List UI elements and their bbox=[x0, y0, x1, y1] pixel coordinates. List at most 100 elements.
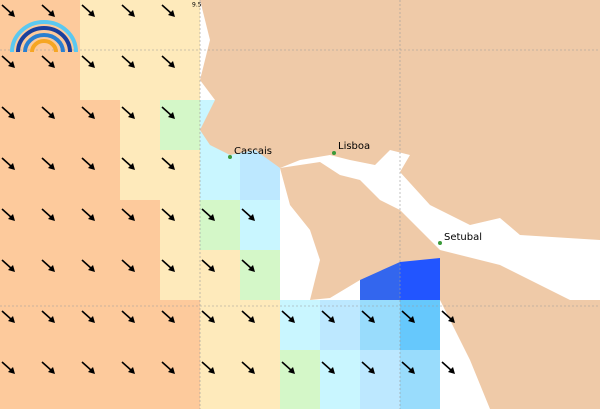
arrow bbox=[128, 10, 135, 17]
arrow bbox=[1, 208, 13, 219]
arrow bbox=[201, 208, 213, 219]
arrow bbox=[121, 157, 133, 168]
arrow bbox=[41, 208, 53, 219]
arrow bbox=[168, 316, 175, 323]
arrow bbox=[161, 4, 173, 15]
arrow bbox=[328, 316, 335, 323]
arrow bbox=[328, 367, 335, 374]
arrow bbox=[208, 214, 215, 221]
arrow bbox=[121, 310, 133, 321]
arrow bbox=[1, 55, 13, 66]
arrow bbox=[321, 361, 333, 372]
arrow bbox=[8, 10, 15, 17]
place-label: Cascais bbox=[234, 146, 272, 157]
arrow bbox=[168, 214, 175, 221]
arrow bbox=[281, 361, 293, 372]
arrow bbox=[361, 361, 373, 372]
arrow bbox=[1, 259, 13, 270]
arrow bbox=[168, 163, 175, 170]
arrow bbox=[208, 316, 215, 323]
arrow bbox=[128, 265, 135, 272]
arrow bbox=[88, 214, 95, 221]
arrow bbox=[241, 259, 253, 270]
arrow bbox=[361, 310, 373, 321]
grid-label: 9.5 bbox=[192, 2, 202, 9]
arrow bbox=[248, 316, 255, 323]
arrow bbox=[48, 61, 55, 68]
place-label: Setubal bbox=[444, 232, 482, 243]
arrow bbox=[168, 367, 175, 374]
arrow bbox=[401, 361, 413, 372]
current-arrows bbox=[1, 4, 455, 374]
arrow bbox=[48, 10, 55, 17]
arrow bbox=[88, 10, 95, 17]
arrow bbox=[41, 361, 53, 372]
arrow bbox=[48, 367, 55, 374]
arrow bbox=[48, 214, 55, 221]
arrow bbox=[1, 157, 13, 168]
arrow bbox=[248, 265, 255, 272]
arrow bbox=[401, 310, 413, 321]
arrow bbox=[128, 163, 135, 170]
arrow bbox=[48, 163, 55, 170]
arrow bbox=[8, 367, 15, 374]
arrow bbox=[168, 112, 175, 119]
arrow bbox=[128, 367, 135, 374]
arrow bbox=[41, 55, 53, 66]
arrow bbox=[81, 4, 93, 15]
arrow bbox=[448, 316, 455, 323]
arrow bbox=[41, 106, 53, 117]
arrow bbox=[408, 367, 415, 374]
arrow bbox=[121, 259, 133, 270]
arrow bbox=[88, 61, 95, 68]
arrow bbox=[161, 157, 173, 168]
arrow bbox=[1, 4, 13, 15]
place-dots bbox=[228, 151, 442, 245]
arrow bbox=[441, 310, 453, 321]
arrow bbox=[8, 112, 15, 119]
arrow bbox=[161, 259, 173, 270]
arrow bbox=[208, 367, 215, 374]
arrow bbox=[161, 361, 173, 372]
arrow bbox=[168, 61, 175, 68]
arrow bbox=[168, 265, 175, 272]
arrow bbox=[81, 361, 93, 372]
arrow bbox=[88, 367, 95, 374]
arrow bbox=[201, 259, 213, 270]
arrow bbox=[241, 361, 253, 372]
arrow bbox=[201, 361, 213, 372]
arrow bbox=[81, 106, 93, 117]
arrow bbox=[8, 316, 15, 323]
arrow bbox=[1, 310, 13, 321]
arrow bbox=[121, 208, 133, 219]
arrow bbox=[248, 214, 255, 221]
arrow bbox=[88, 316, 95, 323]
arrow bbox=[88, 112, 95, 119]
arrow bbox=[121, 361, 133, 372]
place-label: Lisboa bbox=[338, 141, 370, 152]
arrow bbox=[241, 310, 253, 321]
arrow bbox=[121, 106, 133, 117]
arrow bbox=[81, 55, 93, 66]
arrow bbox=[48, 112, 55, 119]
arrow bbox=[161, 310, 173, 321]
arrow bbox=[288, 316, 295, 323]
arrow bbox=[41, 157, 53, 168]
arrow bbox=[161, 106, 173, 117]
arrow bbox=[81, 157, 93, 168]
arrow bbox=[1, 106, 13, 117]
arrow bbox=[128, 112, 135, 119]
arrow bbox=[1, 361, 13, 372]
arrow bbox=[41, 259, 53, 270]
arrow bbox=[368, 316, 375, 323]
arrow bbox=[161, 55, 173, 66]
arrow bbox=[121, 4, 133, 15]
arrow bbox=[128, 214, 135, 221]
arrow bbox=[81, 208, 93, 219]
arrow bbox=[128, 61, 135, 68]
arrow bbox=[128, 316, 135, 323]
arrow bbox=[441, 361, 453, 372]
arrow bbox=[88, 265, 95, 272]
arrow bbox=[41, 4, 53, 15]
